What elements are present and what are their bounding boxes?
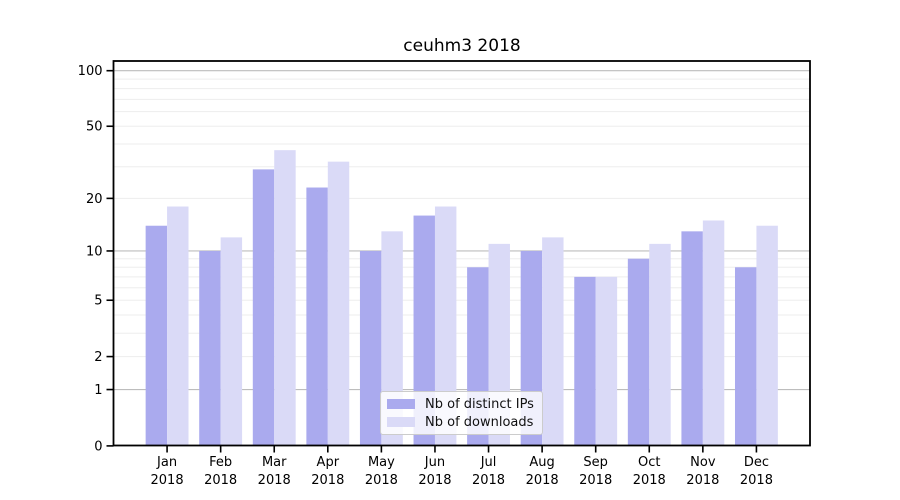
- bar-distinct-ips-feb: [199, 250, 221, 446]
- legend: Nb of distinct IPs Nb of downloads: [380, 391, 543, 435]
- bar-distinct-ips-jan: [145, 225, 168, 446]
- bar-distinct-ips-dec: [734, 267, 757, 446]
- y-tick-label: 5: [94, 294, 102, 309]
- x-tick-label-year: 2018: [579, 473, 612, 488]
- bar-distinct-ips-apr: [306, 187, 328, 446]
- x-tick-label-month: Dec: [744, 455, 769, 470]
- y-tick-label: 20: [86, 192, 103, 207]
- x-tick-label-month: Jul: [480, 455, 497, 470]
- x-tick-label-year: 2018: [311, 473, 344, 488]
- x-tick-label-year: 2018: [740, 473, 773, 488]
- bar-distinct-ips-oct: [627, 258, 650, 446]
- legend-swatch-downloads: [387, 417, 415, 427]
- x-tick-label-year: 2018: [204, 473, 237, 488]
- x-tick-label-month: Apr: [317, 455, 340, 470]
- x-tick-label-month: Aug: [529, 455, 554, 470]
- y-tick-label: 1: [94, 383, 102, 398]
- bar-distinct-ips-jun: [413, 215, 435, 446]
- x-tick-label-month: Nov: [690, 455, 716, 470]
- bar-downloads-sep: [595, 276, 618, 446]
- x-tick-label-year: 2018: [686, 473, 719, 488]
- y-tick-label: 100: [78, 64, 103, 79]
- x-tick-label-month: Jan: [156, 455, 177, 470]
- x-tick-label-month: Oct: [638, 455, 660, 470]
- legend-label-downloads: Nb of downloads: [425, 414, 534, 430]
- x-tick-label-year: 2018: [633, 473, 666, 488]
- bar-downloads-aug: [542, 237, 564, 446]
- x-tick-label-month: Jun: [424, 455, 445, 470]
- x-tick-label-year: 2018: [365, 473, 398, 488]
- bar-distinct-ips-may: [359, 250, 382, 446]
- bar-distinct-ips-mar: [252, 169, 275, 446]
- x-tick-label-year: 2018: [526, 473, 559, 488]
- bar-downloads-apr: [327, 161, 350, 446]
- legend-label-distinct-ips: Nb of distinct IPs: [425, 396, 534, 412]
- y-tick-label: 0: [94, 439, 102, 454]
- x-tick-label-year: 2018: [418, 473, 451, 488]
- bar-downloads-jun: [434, 206, 457, 446]
- bar-downloads-feb: [220, 237, 243, 446]
- x-tick-label-year: 2018: [151, 473, 184, 488]
- plot-border: [112, 60, 811, 447]
- bar-distinct-ips-nov: [681, 231, 703, 446]
- chart-title: ceuhm3 2018: [403, 36, 521, 56]
- legend-entry-downloads: Nb of downloads: [387, 416, 536, 429]
- bar-downloads-jan: [167, 206, 189, 446]
- x-tick-label-month: May: [368, 455, 395, 470]
- y-tick-label: 50: [86, 120, 103, 135]
- x-tick-label-month: Mar: [262, 455, 287, 470]
- bar-downloads-dec: [756, 225, 778, 446]
- x-tick-label-year: 2018: [472, 473, 505, 488]
- bar-distinct-ips-sep: [574, 276, 596, 446]
- legend-swatch-distinct-ips: [387, 399, 415, 409]
- y-tick-label: 2: [94, 350, 102, 365]
- legend-entry-distinct-ips: Nb of distinct IPs: [387, 398, 536, 411]
- x-tick-label-month: Feb: [209, 455, 232, 470]
- bar-downloads-mar: [274, 150, 296, 446]
- bar-downloads-oct: [649, 243, 671, 446]
- x-tick-label-month: Sep: [583, 455, 608, 470]
- bar-downloads-nov: [702, 220, 725, 446]
- x-tick-label-year: 2018: [258, 473, 291, 488]
- y-tick-label: 10: [86, 244, 103, 259]
